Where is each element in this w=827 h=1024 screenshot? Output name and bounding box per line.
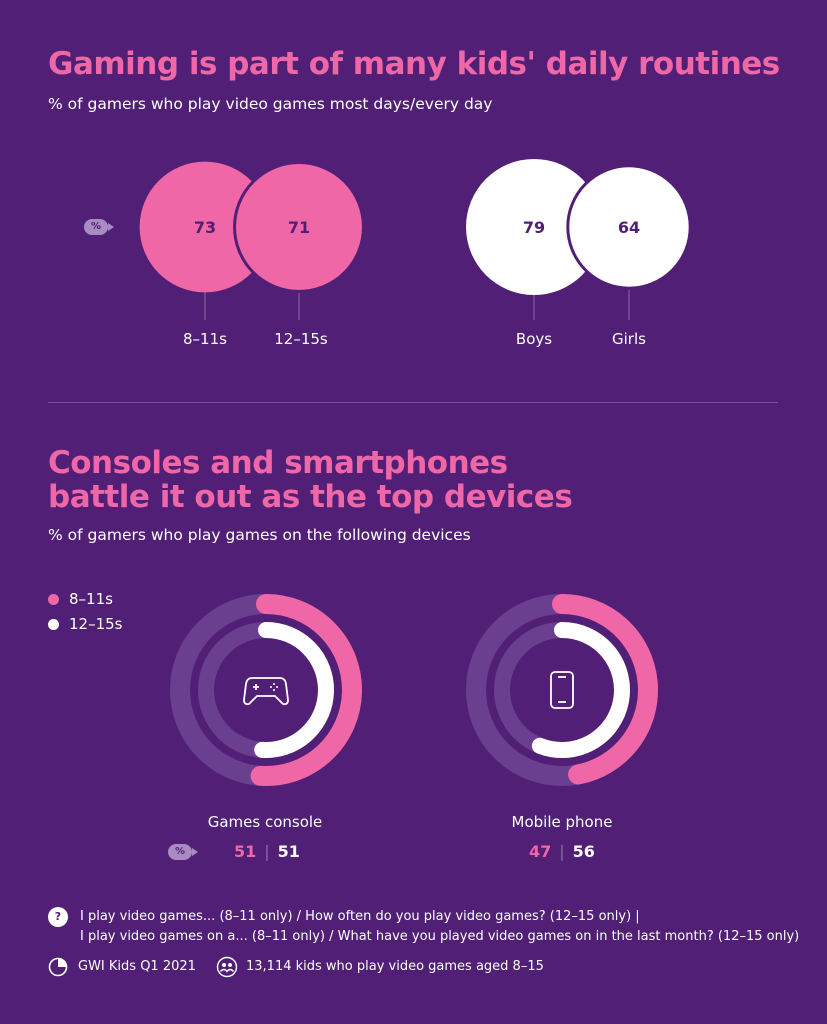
legend-label-12-15: 12–15s bbox=[69, 615, 123, 633]
people-icon bbox=[216, 956, 238, 978]
bubble-value-label: 71 bbox=[288, 218, 310, 237]
radial-arc-0-1 bbox=[254, 622, 334, 758]
bubble-chart: 73 71 79 64 bbox=[139, 159, 692, 320]
percent-badge-2: % bbox=[168, 844, 198, 860]
source-icon bbox=[48, 957, 68, 977]
console-value-8-11: 51 bbox=[234, 842, 257, 861]
smartphone-icon bbox=[550, 671, 574, 709]
bubble-label-8-11: 8–11s bbox=[183, 330, 227, 348]
sample-text: 13,114 kids who play video games aged 8–… bbox=[246, 959, 544, 974]
legend-label-8-11: 8–11s bbox=[69, 590, 113, 608]
console-value-12-15: 51 bbox=[277, 842, 300, 861]
radial-arc-1-1 bbox=[531, 622, 630, 758]
gamepad-icon bbox=[243, 677, 289, 706]
legend-item-12-15: 12–15s bbox=[48, 615, 123, 633]
radial-arc-1-0 bbox=[552, 594, 658, 785]
question-text-line1: I play video games... (8–11 only) / How … bbox=[80, 909, 640, 924]
section1-subtitle: % of gamers who play video games most da… bbox=[48, 95, 493, 113]
section2-subtitle: % of gamers who play games on the follow… bbox=[48, 526, 471, 544]
device-label-console: Games console bbox=[207, 813, 323, 831]
question-text-line2: I play video games on a... (8–11 only) /… bbox=[80, 929, 800, 944]
bubble-0-0 bbox=[139, 161, 271, 293]
console-values: 51 | 51 bbox=[234, 842, 300, 861]
section2-title: Consoles and smartphones battle it out a… bbox=[48, 445, 573, 515]
bubble-label-12-15: 12–15s bbox=[274, 330, 328, 348]
mobile-values: 47 | 56 bbox=[529, 842, 595, 861]
mobile-value-12-15: 56 bbox=[572, 842, 595, 861]
bubble-label-boys: Boys bbox=[515, 330, 553, 348]
radial-chart bbox=[170, 594, 658, 786]
bubble-1-1 bbox=[566, 164, 692, 290]
radial-arc-0-0 bbox=[250, 594, 362, 786]
device-label-mobile: Mobile phone bbox=[511, 813, 613, 831]
legend-item-8-11: 8–11s bbox=[48, 590, 113, 608]
bubble-value-label: 79 bbox=[523, 218, 545, 237]
bubble-label-girls: Girls bbox=[612, 330, 646, 348]
percent-badge: % bbox=[84, 219, 114, 235]
bubble-value-label: 73 bbox=[194, 218, 216, 237]
section-divider bbox=[48, 402, 778, 403]
bubble-value-label: 64 bbox=[618, 218, 640, 237]
mobile-value-8-11: 47 bbox=[529, 842, 552, 861]
section1-title: Gaming is part of many kids' daily routi… bbox=[48, 46, 780, 82]
question-icon: ? bbox=[48, 907, 68, 927]
legend-dot-pink bbox=[48, 594, 59, 605]
bubble-1-0 bbox=[466, 159, 602, 295]
source-text: GWI Kids Q1 2021 bbox=[78, 959, 196, 974]
bubble-0-1 bbox=[233, 161, 365, 293]
section2-title-line1: Consoles and smartphones bbox=[48, 445, 508, 481]
legend-dot-white bbox=[48, 619, 59, 630]
section2-title-line2: battle it out as the top devices bbox=[48, 479, 573, 515]
